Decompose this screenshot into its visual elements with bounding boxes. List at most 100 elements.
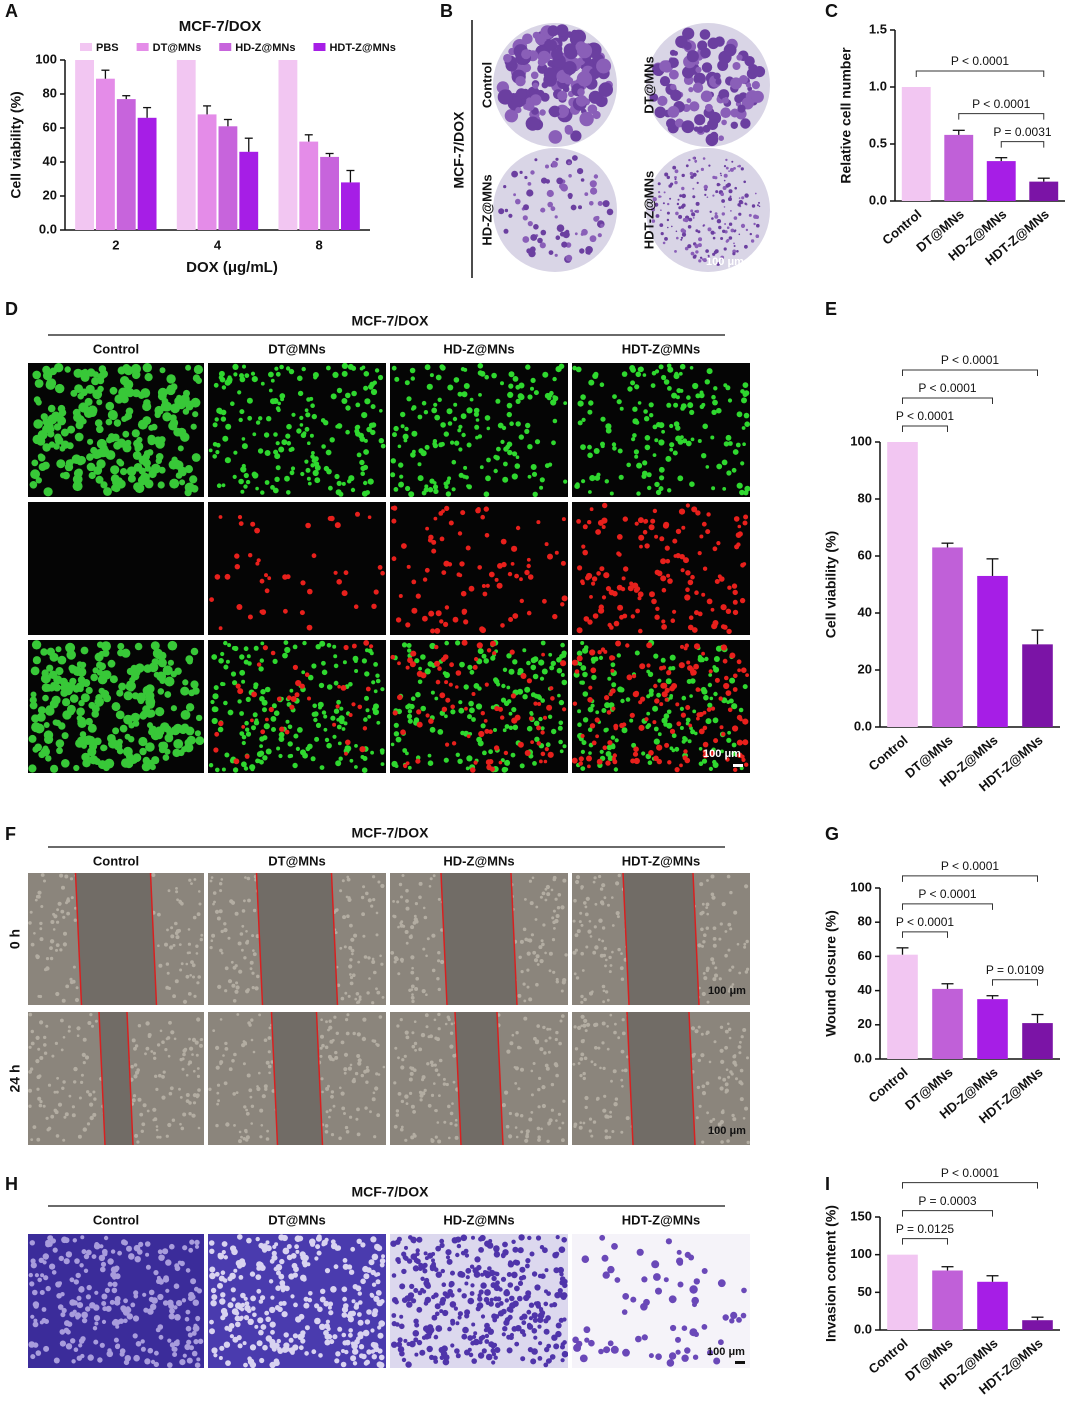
cell — [732, 1117, 737, 1122]
cell — [58, 722, 66, 730]
significance-bracket — [992, 979, 1038, 986]
cell — [76, 707, 85, 716]
cell — [537, 702, 542, 706]
cell — [470, 767, 476, 773]
cell — [400, 1099, 405, 1104]
cell — [604, 990, 609, 994]
cell — [177, 445, 184, 452]
colony — [557, 90, 568, 101]
cell — [573, 1124, 577, 1128]
cell — [312, 372, 319, 378]
cell — [433, 1018, 437, 1022]
colony — [674, 250, 677, 253]
cell — [617, 947, 621, 952]
cell — [136, 1140, 140, 1144]
legend-swatch — [136, 43, 149, 51]
colony — [739, 75, 748, 84]
cell — [237, 515, 243, 520]
colony — [702, 225, 705, 227]
colony — [723, 165, 727, 168]
cell — [137, 475, 148, 486]
cell — [632, 418, 639, 425]
cell — [538, 945, 543, 950]
cell — [418, 1047, 423, 1052]
cell — [527, 394, 533, 400]
cell — [574, 483, 580, 490]
cell — [103, 694, 112, 703]
cell — [326, 365, 331, 371]
cell — [593, 656, 599, 662]
colony — [725, 184, 730, 188]
cell — [238, 521, 244, 526]
cell — [332, 734, 337, 739]
colony — [740, 223, 746, 228]
cell — [648, 524, 655, 531]
cell — [679, 706, 685, 712]
cell — [607, 755, 614, 762]
cell — [87, 1021, 92, 1025]
cell — [155, 1087, 159, 1091]
cell — [59, 873, 64, 878]
cell — [540, 939, 544, 943]
cell — [669, 423, 674, 429]
legend-label: PBS — [96, 42, 119, 54]
cell — [290, 446, 295, 452]
cell — [498, 706, 503, 712]
cell — [580, 680, 585, 685]
cell — [340, 996, 345, 1001]
cell — [272, 487, 279, 494]
cell — [139, 711, 148, 720]
cell — [404, 380, 410, 386]
cell — [33, 932, 36, 935]
cell — [559, 1019, 563, 1023]
cell — [270, 650, 276, 656]
cell — [71, 1113, 76, 1118]
cell — [139, 457, 146, 464]
cell — [580, 579, 585, 584]
cell — [133, 1074, 138, 1079]
cell — [72, 666, 83, 676]
cell — [535, 982, 539, 987]
cell — [349, 958, 353, 962]
cell — [254, 718, 259, 723]
cell — [418, 666, 422, 671]
colony — [720, 174, 722, 177]
cell — [169, 1308, 175, 1314]
bar — [887, 442, 918, 727]
cell — [511, 1033, 515, 1037]
cell — [711, 895, 716, 900]
cell — [224, 457, 231, 464]
cell — [732, 725, 739, 732]
cell — [371, 680, 376, 685]
cell — [411, 966, 414, 970]
cell — [44, 684, 53, 692]
cell — [614, 1097, 619, 1101]
cell — [132, 451, 142, 460]
colony — [690, 175, 694, 179]
cell — [709, 696, 714, 701]
cell — [590, 703, 595, 708]
cell — [437, 959, 441, 963]
cell — [39, 927, 43, 931]
cell — [265, 748, 272, 755]
cell — [737, 1045, 742, 1049]
cell — [366, 991, 370, 995]
cell — [670, 618, 676, 623]
colony — [694, 210, 697, 213]
cell — [713, 656, 720, 662]
cell — [727, 707, 733, 713]
colony — [655, 214, 660, 218]
cell — [437, 729, 444, 735]
cell — [539, 1047, 544, 1052]
cell — [417, 414, 423, 420]
cell — [235, 985, 240, 990]
cell — [552, 875, 557, 880]
cell — [594, 945, 599, 950]
cell — [215, 1045, 220, 1050]
cell — [377, 880, 381, 884]
colony — [654, 106, 667, 119]
cell — [547, 751, 554, 758]
cell — [605, 760, 611, 766]
cell — [399, 957, 404, 962]
cell — [254, 986, 259, 991]
